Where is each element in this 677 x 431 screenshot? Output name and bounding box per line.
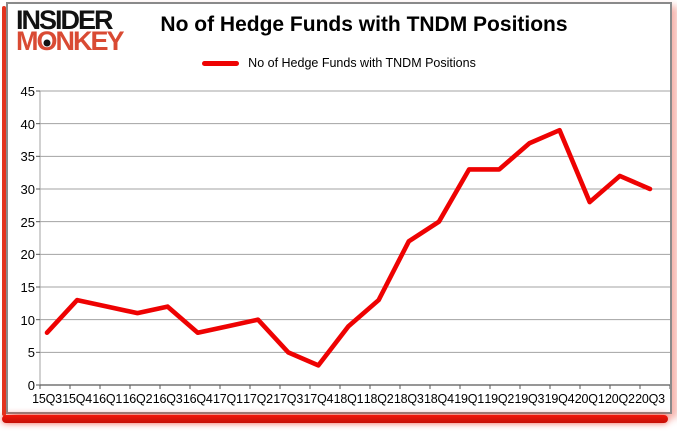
- brand-left-accent-bar: [2, 6, 6, 416]
- logo-monkey-eye-o: O: [36, 26, 58, 56]
- logo-text-monkey: MONKEY: [16, 26, 125, 56]
- y-axis-tick-label: 30: [20, 182, 35, 197]
- y-axis-tick-label: 35: [20, 149, 35, 165]
- chart-canvas: INSIDER MONKEY No of Hedge Funds with TN…: [8, 4, 670, 412]
- x-axis-tick-label: 16Q4: [182, 392, 213, 406]
- logo-monkey-m: M: [16, 26, 38, 56]
- x-axis-tick-label: 19Q1: [454, 392, 484, 406]
- x-axis-tick-label: 18Q2: [363, 392, 394, 406]
- y-axis-tick-label: 45: [20, 84, 35, 99]
- x-axis-tick-label: 18Q3: [393, 392, 424, 406]
- x-axis-tick-label: 19Q3: [514, 392, 545, 406]
- y-axis-tick-label: 5: [27, 345, 35, 361]
- x-axis-tick-label: 17Q4: [303, 392, 334, 406]
- x-axis-tick-label: 18Q1: [333, 392, 364, 406]
- series-line: [44, 127, 653, 368]
- x-axis-tick-label: 16Q2: [122, 392, 153, 406]
- logo-monkey-rest: NKEY: [55, 26, 125, 56]
- y-axis-tick-label: 10: [20, 312, 35, 328]
- legend-line-swatch: [202, 60, 240, 66]
- legend: No of Hedge Funds with TNDM Positions: [8, 55, 670, 71]
- x-axis-tick-label: 17Q2: [243, 392, 273, 406]
- y-axis-tick-label: 0: [27, 378, 35, 393]
- insider-monkey-logo: INSIDER MONKEY: [16, 5, 125, 56]
- y-axis-tick-label: 15: [20, 280, 35, 295]
- x-axis-tick-label: 18Q4: [424, 392, 454, 406]
- line-chart: [36, 90, 670, 389]
- brand-bottom-accent-bar: [2, 415, 668, 423]
- x-axis-tick-label: 17Q1: [213, 392, 243, 406]
- x-axis-tick-label: 17Q3: [273, 392, 304, 406]
- chart-title: No of Hedge Funds with TNDM Positions: [160, 13, 568, 36]
- y-axis-tick-label: 25: [20, 214, 35, 230]
- x-axis-tick-label: 15Q3: [32, 392, 62, 406]
- legend-label: No of Hedge Funds with TNDM Positions: [248, 56, 476, 70]
- x-axis-tick-label: 20Q1: [574, 392, 605, 406]
- logo-text-insider: INSIDER: [16, 5, 114, 35]
- x-axis-tick-label: 19Q2: [484, 392, 515, 406]
- x-axis-tick-label: 15Q4: [62, 392, 93, 406]
- x-axis-tick-label: 20Q3: [635, 392, 665, 406]
- x-axis-tick-label: 16Q1: [92, 392, 123, 406]
- x-axis-tick-label: 20Q2: [604, 392, 635, 406]
- y-axis-tick-label: 20: [20, 247, 35, 263]
- x-axis-tick-label: 16Q3: [152, 392, 183, 406]
- y-axis-tick-label: 40: [20, 116, 35, 132]
- chart-frame: INSIDER MONKEY No of Hedge Funds with TN…: [6, 2, 672, 414]
- x-axis-tick-label: 19Q4: [544, 392, 575, 406]
